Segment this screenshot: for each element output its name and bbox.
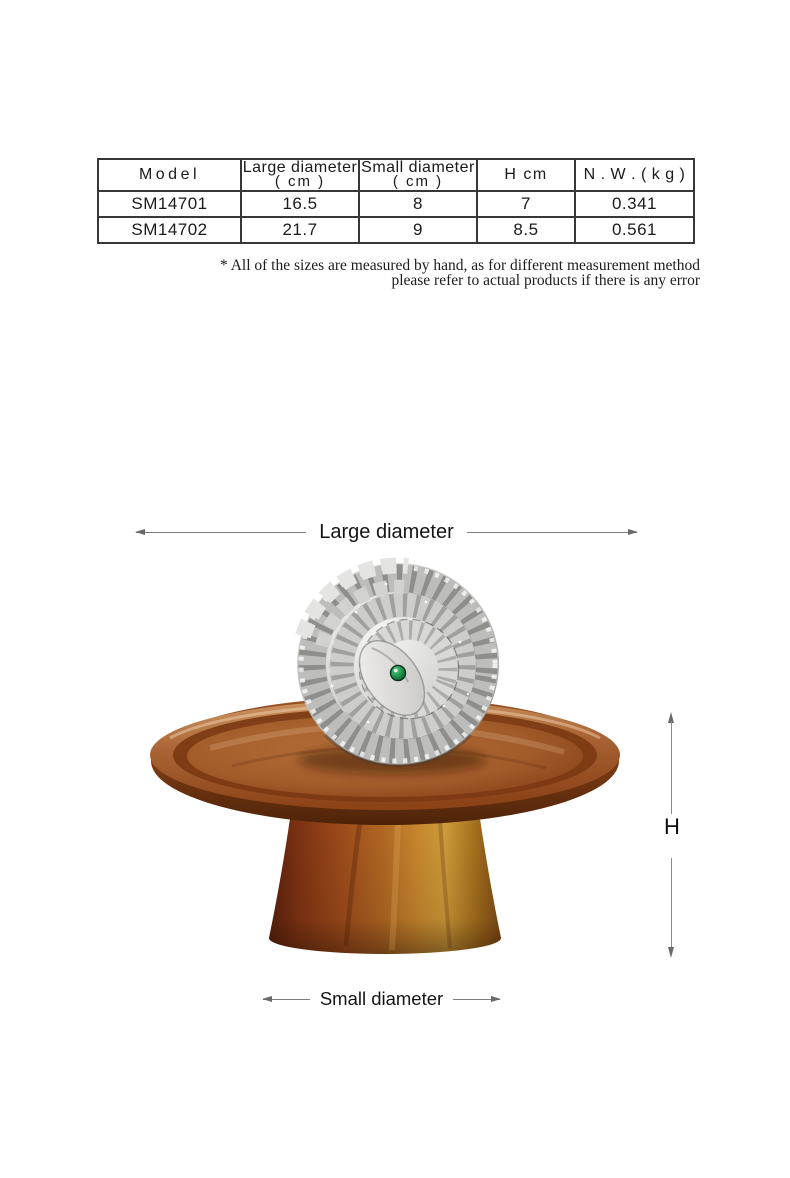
pedestal-base [269, 812, 501, 954]
col-header-net-weight: N . W . ( k g ) [574, 158, 695, 192]
col-header-small-diameter: Small diameter ( cm ) [358, 158, 478, 192]
table-header-row: Model Large diameter ( cm ) Small diamet… [97, 158, 695, 192]
header-label: Model [138, 166, 201, 183]
cell-model: SM14702 [97, 216, 242, 244]
cell-height: 7 [476, 190, 576, 218]
large-diameter-label: Large diameter [319, 520, 454, 543]
snake-bracelet [295, 557, 499, 768]
dimension-line-bottom [671, 858, 672, 951]
cell-large-diameter: 16.5 [240, 190, 360, 218]
header-unit: ( cm ) [392, 173, 444, 190]
arrowhead-down-icon [668, 947, 674, 958]
diamond-sparkles [330, 582, 470, 724]
table-row: SM14702 21.7 9 8.5 0.561 [97, 216, 695, 244]
height-annotation: H [660, 712, 683, 958]
header-unit: ( cm ) [274, 173, 326, 190]
cell-model: SM14701 [97, 190, 242, 218]
arrowhead-left-icon [135, 528, 145, 535]
note-line-1: * All of the sizes are measured by hand,… [219, 257, 700, 274]
header-label: Large diameter [242, 159, 358, 176]
cell-large-diameter: 21.7 [240, 216, 360, 244]
dimension-line-right [453, 995, 502, 1002]
cell-net-weight: 0.341 [574, 190, 695, 218]
height-label: H [664, 814, 680, 839]
large-diameter-annotation: Large diameter [135, 519, 638, 545]
measurement-note: * All of the sizes are measured by hand,… [0, 257, 700, 289]
cell-net-weight: 0.561 [574, 216, 695, 244]
note-line-2: please refer to actual products if there… [391, 272, 700, 289]
arrowhead-right-icon [491, 995, 502, 1002]
col-header-height: H cm [476, 158, 576, 192]
table-row: SM14701 16.5 8 7 0.341 [97, 190, 695, 218]
emerald-eye [389, 664, 407, 682]
spec-table: Model Large diameter ( cm ) Small diamet… [97, 158, 695, 244]
header-label: H cm [504, 166, 548, 183]
col-header-model: Model [97, 158, 242, 192]
cell-small-diameter: 9 [358, 216, 478, 244]
dimension-line-left [262, 995, 310, 1002]
header-label: N . W . ( k g ) [583, 166, 686, 183]
arrowhead-right-icon [628, 528, 638, 535]
header-label: Small diameter [361, 159, 475, 176]
dimension-line-left [135, 528, 307, 535]
arrowhead-up-icon [668, 712, 674, 723]
cell-height: 8.5 [476, 216, 576, 244]
small-diameter-label: Small diameter [319, 988, 444, 1009]
cell-small-diameter: 8 [358, 190, 478, 218]
arrowhead-left-icon [262, 995, 272, 1002]
product-photo [150, 557, 620, 954]
small-diameter-annotation: Small diameter [262, 986, 502, 1012]
col-header-large-diameter: Large diameter ( cm ) [240, 158, 360, 192]
dimension-line-top [671, 721, 672, 814]
dimension-line-right [466, 528, 638, 535]
